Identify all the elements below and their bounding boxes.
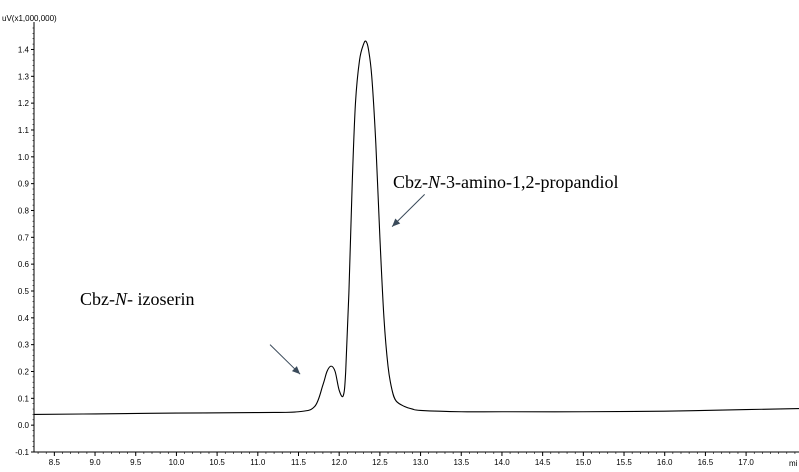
y-tick-label: 1.1 bbox=[18, 126, 30, 135]
x-tick-label: 9.0 bbox=[89, 458, 101, 467]
y-tick-label: 0.9 bbox=[18, 180, 30, 189]
x-tick-label: 16.5 bbox=[698, 458, 714, 467]
x-tick-label: 9.5 bbox=[130, 458, 142, 467]
y-tick-label: 1.4 bbox=[18, 45, 30, 54]
x-tick-label: 17.0 bbox=[738, 458, 754, 467]
x-tick-label: 10.5 bbox=[209, 458, 225, 467]
x-tick-label: 12.5 bbox=[372, 458, 388, 467]
chromatogram-trace bbox=[33, 40, 799, 415]
y-tick-label: 0.0 bbox=[18, 421, 30, 430]
x-tick-label: 13.0 bbox=[413, 458, 429, 467]
x-tick-label: 14.0 bbox=[494, 458, 510, 467]
x-tick-label: 16.0 bbox=[657, 458, 673, 467]
y-tick-label: 0.4 bbox=[18, 314, 30, 323]
x-unit-label: mi bbox=[789, 459, 798, 468]
x-tick-label: 15.0 bbox=[576, 458, 592, 467]
y-tick-label: 0.5 bbox=[18, 287, 30, 296]
y-tick-label: 0.1 bbox=[18, 394, 30, 403]
y-unit-label: uV(x1,000,000) bbox=[2, 14, 57, 23]
y-tick-label: 0.6 bbox=[18, 260, 30, 269]
x-tick-label: 8.5 bbox=[49, 458, 61, 467]
y-tick-label: -0.1 bbox=[15, 448, 29, 457]
y-tick-label: 1.0 bbox=[18, 153, 30, 162]
y-tick-label: 0.8 bbox=[18, 206, 30, 215]
x-tick-label: 13.5 bbox=[453, 458, 469, 467]
annotation-arrow-head bbox=[392, 218, 401, 227]
y-tick-label: 0.7 bbox=[18, 233, 30, 242]
y-tick-label: 1.3 bbox=[18, 72, 30, 81]
x-tick-label: 15.5 bbox=[616, 458, 632, 467]
y-tick-label: 1.2 bbox=[18, 99, 30, 108]
x-tick-label: 12.0 bbox=[331, 458, 347, 467]
y-tick-label: 0.2 bbox=[18, 367, 30, 376]
annotation-izoserin: Cbz-N- izoserin bbox=[80, 289, 195, 309]
x-tick-label: 11.0 bbox=[250, 458, 266, 467]
annotation-propandiol: Cbz-N-3-amino-1,2-propandiol bbox=[393, 172, 618, 192]
annotation-arrow-head bbox=[291, 366, 301, 375]
y-tick-label: 0.3 bbox=[18, 341, 30, 350]
x-tick-label: 11.5 bbox=[291, 458, 307, 467]
x-tick-label: 10.0 bbox=[169, 458, 185, 467]
x-tick-label: 14.5 bbox=[535, 458, 551, 467]
